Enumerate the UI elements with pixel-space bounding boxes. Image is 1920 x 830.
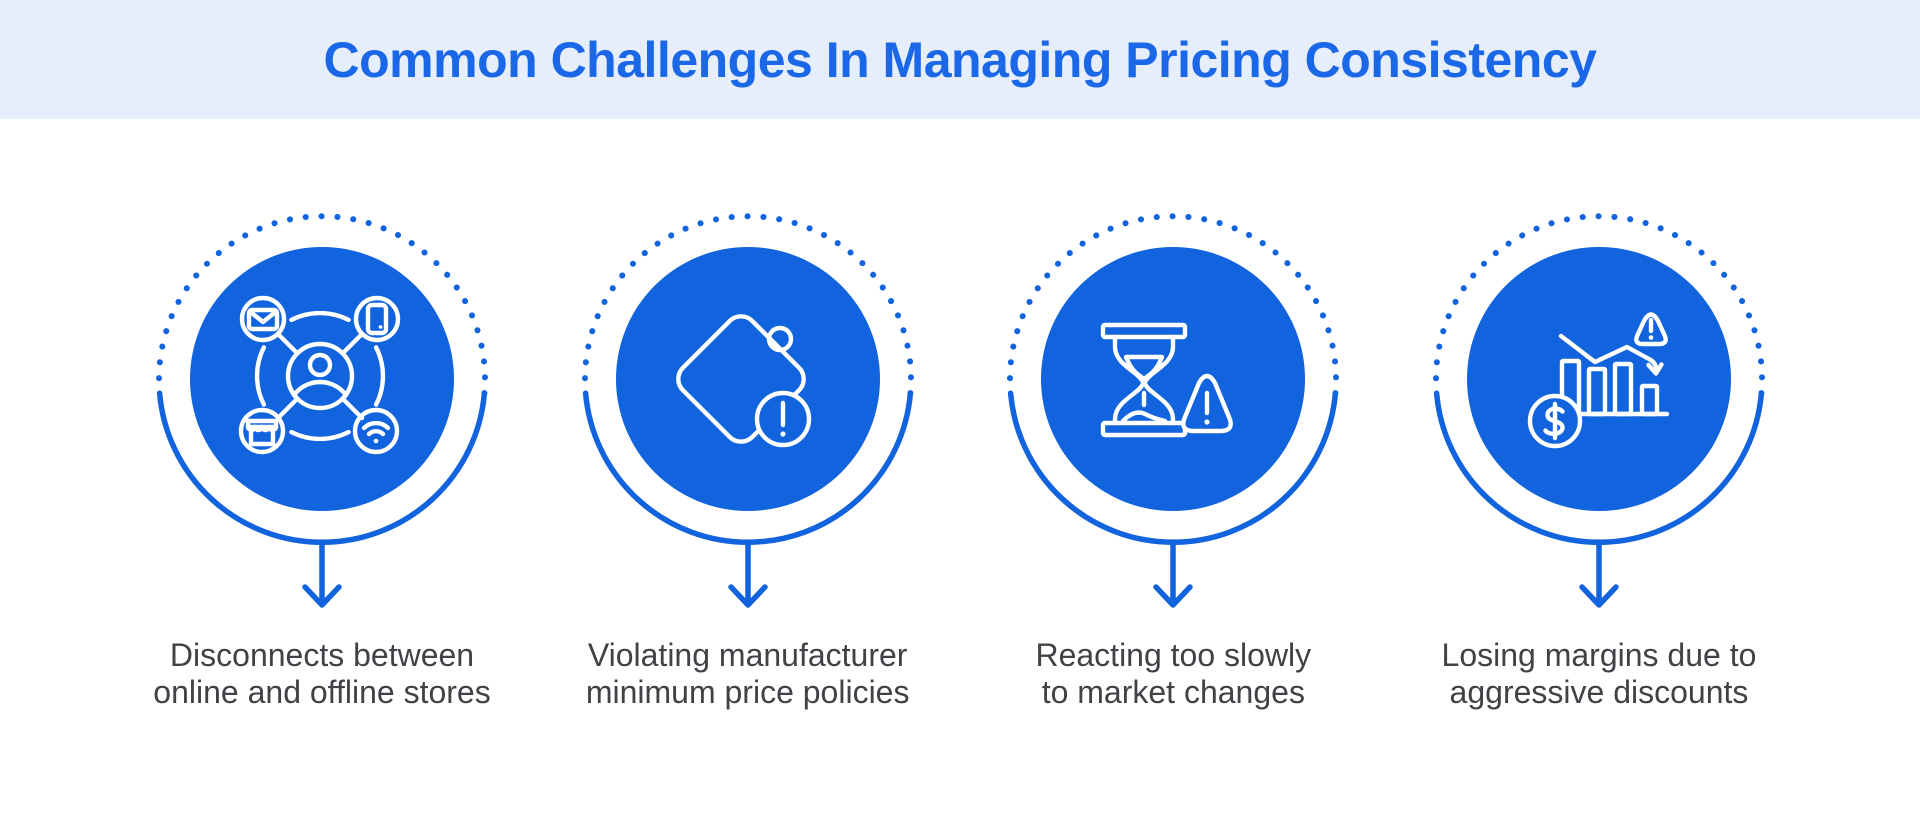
caption-line: online and offline stores: [153, 674, 491, 710]
caption-line: aggressive discounts: [1449, 674, 1749, 710]
dotted-ring-arc: [1007, 213, 1340, 397]
caption-line: Losing margins due to: [1441, 637, 1757, 673]
hourglass-alert-icon: [1101, 322, 1234, 438]
pricing-challenges-infographic: Common Challenges In Managing Pricing Co…: [0, 0, 1920, 711]
down-arrow-icon: [727, 539, 768, 608]
challenge-caption-1: Disconnects between online and offline s…: [153, 637, 490, 711]
declining-chart-alert-icon: [1527, 312, 1670, 449]
caption-line: Violating manufacturer: [587, 637, 908, 673]
down-arrow-icon: [1153, 539, 1194, 608]
challenge-caption-2: Violating manufacturer minimum price pol…: [586, 637, 910, 711]
challenge-caption-3: Reacting too slowly to market changes: [1035, 637, 1311, 711]
omnichannel-network-icon: [238, 295, 401, 455]
challenge-item-2: Violating manufacturer minimum price pol…: [580, 211, 916, 711]
circle-badge: [615, 247, 880, 511]
caption-line: minimum price policies: [585, 674, 910, 710]
caption-line: Reacting too slowly: [1035, 637, 1312, 673]
challenge-columns: Disconnects between online and offline s…: [0, 119, 1920, 711]
challenge-badge-4: [1433, 213, 1765, 608]
challenge-caption-4: Losing margins due to aggressive discoun…: [1442, 637, 1757, 711]
page-title: Common Challenges In Managing Pricing Co…: [323, 31, 1597, 88]
caption-line: Disconnects between: [169, 637, 475, 673]
challenge-badge-1: [156, 213, 488, 608]
dotted-ring-arc: [1433, 213, 1765, 397]
dotted-ring-arc: [581, 213, 914, 397]
challenge-item-4: Losing margins due to aggressive discoun…: [1431, 211, 1767, 711]
challenge-badge-2: [581, 213, 914, 608]
down-arrow-icon: [1579, 539, 1619, 608]
challenge-badge-3: [1007, 213, 1340, 608]
challenge-item-3: Reacting too slowly to market changes: [1005, 211, 1341, 711]
down-arrow-icon: [302, 539, 342, 608]
challenge-item-1: Disconnects between online and offline s…: [153, 211, 491, 711]
title-bar: Common Challenges In Managing Pricing Co…: [0, 0, 1920, 119]
price-tag-alert-icon: [675, 314, 811, 448]
dotted-ring-arc: [156, 213, 488, 397]
circle-badge: [1041, 247, 1306, 511]
circle-badge: [190, 247, 454, 511]
caption-line: to market changes: [1041, 674, 1305, 710]
circle-badge: [1466, 247, 1731, 511]
